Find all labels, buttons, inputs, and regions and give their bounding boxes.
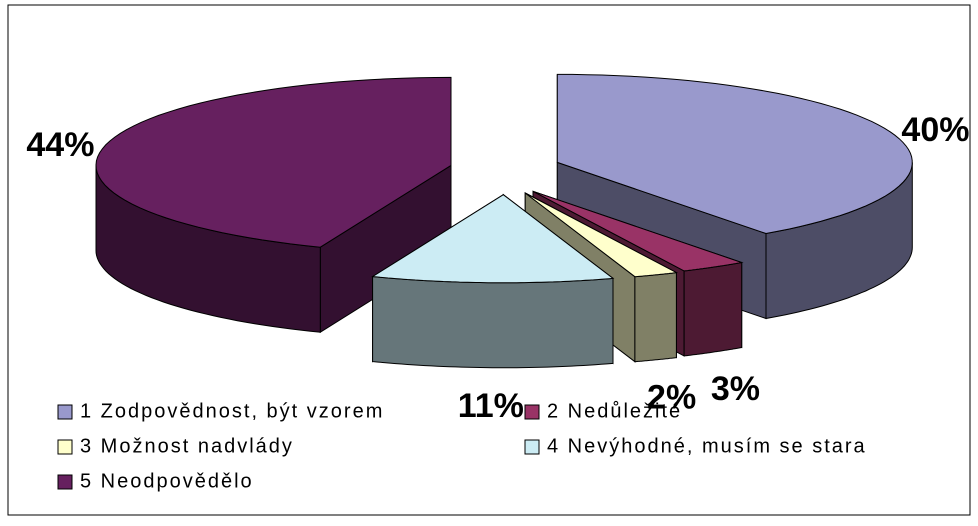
slice [95,76,452,334]
data-label: 11% [458,387,524,425]
slice [95,76,452,248]
slice [524,192,678,278]
data-label: 44% [26,126,94,164]
slice-side [634,271,677,363]
legend-label: 3 Možnost nadvlády [80,435,294,457]
legend-swatch [57,439,73,455]
legend-label: 2 Nedůležité [547,400,682,422]
legend: 1 Zodpovědnost, být vzorem 2 Nedůležité 3 … [57,400,867,492]
slice [532,190,744,272]
legend-swatch [524,439,540,455]
slice [556,73,913,235]
legend-label: 5 Neodpovědělo [80,470,254,492]
slice-side [372,276,614,369]
slice-side [683,261,743,357]
slice [371,193,615,369]
legend-label: 4 Nevýhodné, musím se stara [547,435,867,457]
legend-swatch [57,404,73,420]
pie: 40% 3% 2% 11% 44% [26,73,969,425]
data-label: 40% [901,111,969,149]
legend-swatch [57,474,73,490]
slice [371,194,615,284]
legend-swatch [524,404,540,420]
legend-label: 1 Zodpovědnost, být vzorem [80,400,384,422]
data-label: 2% [647,379,696,417]
data-label: 3% [711,370,760,408]
